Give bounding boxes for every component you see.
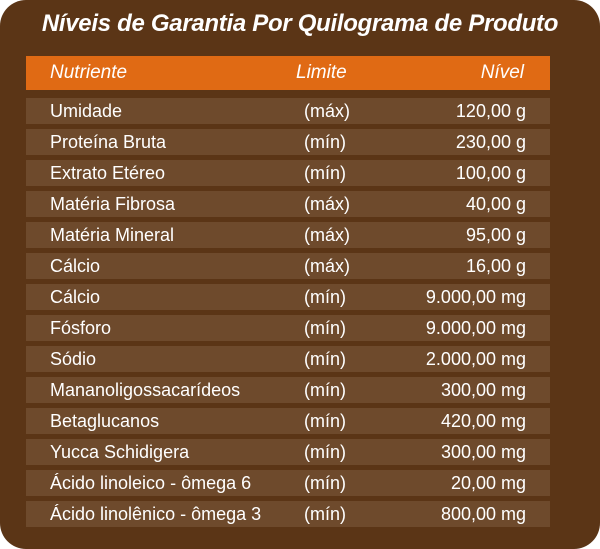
nutrient-name: Cálcio (50, 287, 101, 307)
limit-label: (mín) (304, 473, 346, 493)
nutrient-name: Yucca Schidigera (50, 442, 190, 462)
level-value: 20,00 mg (450, 473, 526, 493)
header-nutriente: Nutriente (50, 62, 128, 83)
level-value: 95,00 g (465, 225, 526, 245)
table-row: Proteína Bruta (mín) 230,00 g (26, 129, 550, 155)
header-nivel: Nível (480, 62, 524, 83)
limit-label: (mín) (304, 349, 346, 369)
nutrient-name: Proteína Bruta (50, 132, 167, 152)
nutrient-name: Mananoligossacarídeos (50, 380, 241, 400)
level-value: 9.000,00 mg (425, 318, 526, 338)
nutrient-name: Ácido linolênico - ômega 3 (50, 504, 262, 524)
table-row: Umidade (máx) 120,00 g (26, 98, 550, 124)
table-body: Umidade (máx) 120,00 g Proteína Bruta (mín) 2… (26, 98, 550, 532)
limit-label: (mín) (304, 442, 346, 462)
level-value: 230,00 g (455, 132, 526, 152)
limit-label: (mín) (304, 132, 346, 152)
limit-label: (mín) (304, 318, 346, 338)
table-title: Níveis de Garantia Por Quilograma de Pro… (41, 10, 559, 37)
table-row: Cálcio (mín) 9.000,00 mg (26, 284, 550, 310)
nutrient-name: Betaglucanos (50, 411, 160, 431)
nutrient-name: Fósforo (50, 318, 112, 338)
limit-label: (mín) (304, 163, 346, 183)
level-value: 420,00 mg (440, 411, 526, 431)
nutrient-name: Extrato Etéreo (50, 163, 166, 183)
level-value: 300,00 mg (440, 442, 526, 462)
table-row: Betaglucanos (mín) 420,00 mg (26, 408, 550, 434)
level-value: 100,00 g (455, 163, 526, 183)
limit-label: (mín) (304, 411, 346, 431)
table-row: Matéria Fibrosa (máx) 40,00 g (26, 191, 550, 217)
limit-label: (máx) (304, 256, 350, 276)
level-value: 800,00 mg (440, 504, 526, 524)
nutrient-name: Matéria Mineral (50, 225, 175, 245)
table-row: Matéria Mineral (máx) 95,00 g (26, 222, 550, 248)
limit-label: (mín) (304, 287, 346, 307)
table-row: Yucca Schidigera (mín) 300,00 mg (26, 439, 550, 465)
table-row: Fósforo (mín) 9.000,00 mg (26, 315, 550, 341)
level-value: 2.000,00 mg (425, 349, 526, 369)
limit-label: (mín) (304, 504, 346, 524)
nutrient-name: Cálcio (50, 256, 101, 276)
table-row: Cálcio (máx) 16,00 g (26, 253, 550, 279)
level-value: 300,00 mg (440, 380, 526, 400)
table-row: Ácido linolênico - ômega 3 (mín) 800,00 mg (26, 501, 550, 527)
level-value: 120,00 g (455, 101, 526, 121)
header-limite: Limite (296, 62, 347, 83)
nutrient-name: Sódio (50, 349, 97, 369)
limit-label: (máx) (304, 225, 350, 245)
limit-label: (máx) (304, 194, 350, 214)
limit-label: (mín) (304, 380, 346, 400)
nutrient-name: Matéria Fibrosa (50, 194, 176, 214)
table-row: Ácido linoleico - ômega 6 (mín) 20,00 mg (26, 470, 550, 496)
table-row: Sódio (mín) 2.000,00 mg (26, 346, 550, 372)
level-value: 40,00 g (465, 194, 526, 214)
table-header: Nutriente Limite Nível (26, 56, 550, 90)
nutrient-name: Umidade (50, 101, 123, 121)
level-value: 9.000,00 mg (425, 287, 526, 307)
nutrient-name: Ácido linoleico - ômega 6 (50, 473, 252, 493)
limit-label: (máx) (304, 101, 350, 121)
level-value: 16,00 g (465, 256, 526, 276)
table-row: Extrato Etéreo (mín) 100,00 g (26, 160, 550, 186)
table-row: Mananoligossacarídeos (mín) 300,00 mg (26, 377, 550, 403)
